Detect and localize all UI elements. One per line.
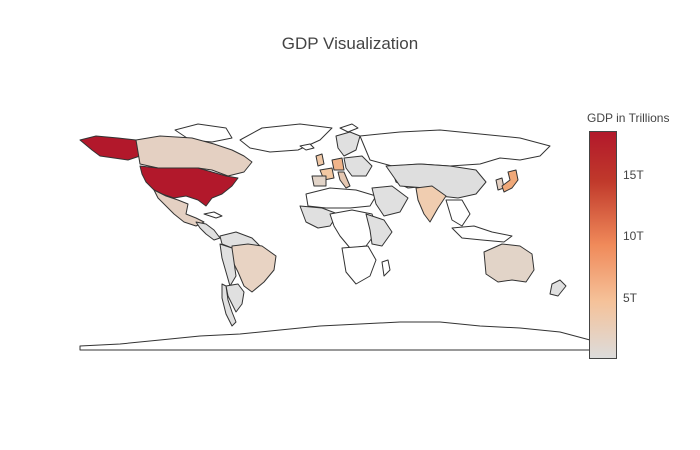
antarctica[interactable] xyxy=(79,321,601,351)
colorbar-tick-label: 5T xyxy=(623,290,638,305)
region-australia[interactable] xyxy=(483,243,535,283)
region-spain[interactable] xyxy=(311,175,327,187)
indonesia[interactable] xyxy=(451,225,513,243)
region-germany[interactable] xyxy=(331,157,345,171)
central-america[interactable] xyxy=(195,221,221,241)
scandinavia[interactable] xyxy=(335,131,361,157)
madagascar[interactable] xyxy=(381,259,391,277)
caribbean[interactable] xyxy=(203,211,223,219)
southern-africa[interactable] xyxy=(341,245,377,285)
colorbar-tick-label: 10T xyxy=(623,229,644,244)
north-africa[interactable] xyxy=(305,187,377,209)
chile[interactable] xyxy=(221,283,237,327)
region-brazil[interactable] xyxy=(231,243,277,293)
west-africa[interactable] xyxy=(299,205,339,229)
colorbar-tick-label: 15T xyxy=(623,168,644,183)
south-america-south[interactable] xyxy=(225,283,245,313)
chart-title: GDP Visualization xyxy=(281,34,419,53)
colorbar-title: GDP in Trillions xyxy=(587,111,670,125)
eastern-europe[interactable] xyxy=(343,155,373,177)
region-italy[interactable] xyxy=(337,171,351,189)
colorbar xyxy=(589,131,617,359)
south-america-west[interactable] xyxy=(219,243,237,287)
region-alaska[interactable] xyxy=(79,135,141,161)
iceland[interactable] xyxy=(299,143,315,151)
region-india[interactable] xyxy=(415,185,447,223)
east-africa[interactable] xyxy=(365,213,393,247)
region-united-kingdom[interactable] xyxy=(315,153,325,167)
russia[interactable] xyxy=(359,129,551,167)
svalbard[interactable] xyxy=(339,123,359,133)
colorbar-gradient xyxy=(589,131,617,359)
region-mexico[interactable] xyxy=(153,189,205,227)
southeast-asia[interactable] xyxy=(445,199,471,227)
greenland[interactable] xyxy=(239,123,333,153)
new-zealand[interactable] xyxy=(549,279,567,297)
middle-east[interactable] xyxy=(371,185,409,217)
region-japan[interactable] xyxy=(501,169,519,193)
